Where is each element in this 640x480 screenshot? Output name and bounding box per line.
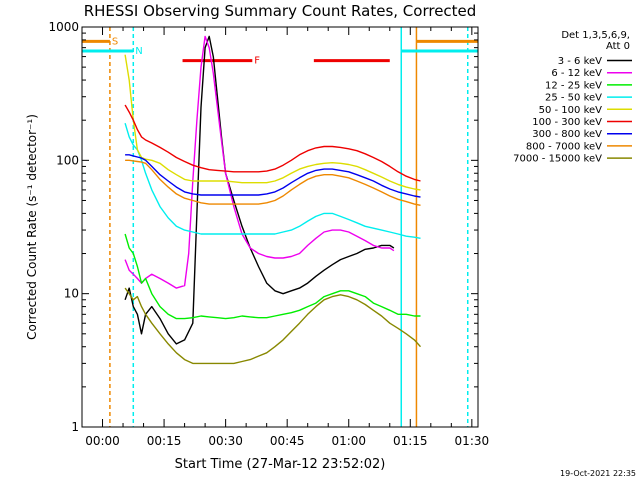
series-line-5 (124, 104, 421, 182)
x-tick-label: 00:15 (147, 434, 182, 448)
x-tick-label: 01:30 (455, 434, 490, 448)
attenuator-bars: S N F (82, 36, 478, 67)
series-line-6 (125, 154, 421, 198)
chart-title: RHESSI Observing Summary Count Rates, Co… (84, 2, 477, 20)
legend-entry-label: 25 - 50 keV (545, 93, 602, 104)
vertical-markers (109, 27, 469, 427)
x-tick-label: 00:00 (85, 434, 120, 448)
legend-entry-label: 7000 - 15000 keV (513, 154, 602, 165)
series-lines (124, 35, 422, 365)
legend-header-line: Att 0 (606, 41, 630, 52)
y-axis-label: Corrected Count Rate (s⁻¹ detector⁻¹) (25, 114, 39, 340)
series-line-1 (124, 35, 395, 289)
y-tick-label: 100 (56, 153, 79, 167)
y-tick-label: 10 (64, 287, 79, 301)
series-line-8 (124, 287, 422, 365)
series-line-2 (124, 233, 421, 320)
x-tick-label: 01:15 (393, 434, 428, 448)
y-tick-label: 1 (71, 420, 79, 434)
legend-entry-label: 6 - 12 keV (551, 68, 602, 79)
legend-entry-label: 12 - 25 keV (545, 80, 602, 91)
legend-entry-label: 800 - 7000 keV (526, 141, 602, 152)
legend-entry-label: 300 - 800 keV (532, 129, 602, 140)
legend-header-line: Det 1,3,5,6,9, (561, 30, 630, 41)
series-line-7 (125, 159, 421, 206)
legend-entry-label: 50 - 100 keV (539, 105, 603, 116)
x-tick-label: 00:30 (208, 434, 243, 448)
series-line-4 (124, 54, 421, 191)
series-line-0 (124, 35, 395, 345)
plot-frame (81, 26, 479, 428)
x-ticks: 00:00 00:15 00:30 00:45 01:00 01:15 01:30 (81, 27, 490, 448)
x-axis-label: Start Time (27-Mar-12 23:52:02) (175, 457, 386, 472)
timestamp: 19-Oct-2021 22:35 (560, 469, 636, 478)
y-ticks: 1 10 100 1000 (48, 20, 478, 434)
legend-entry-label: 3 - 6 keV (558, 56, 602, 67)
series-line-3 (124, 122, 421, 239)
bar-label-2: N (135, 46, 142, 57)
y-tick-label: 1000 (48, 20, 79, 34)
legend-entry-label: 100 - 300 keV (532, 117, 602, 128)
bar-label-4: F (254, 56, 260, 67)
bar-label-0: S (112, 36, 118, 47)
x-tick-label: 01:00 (331, 434, 366, 448)
x-tick-label: 00:45 (270, 434, 305, 448)
